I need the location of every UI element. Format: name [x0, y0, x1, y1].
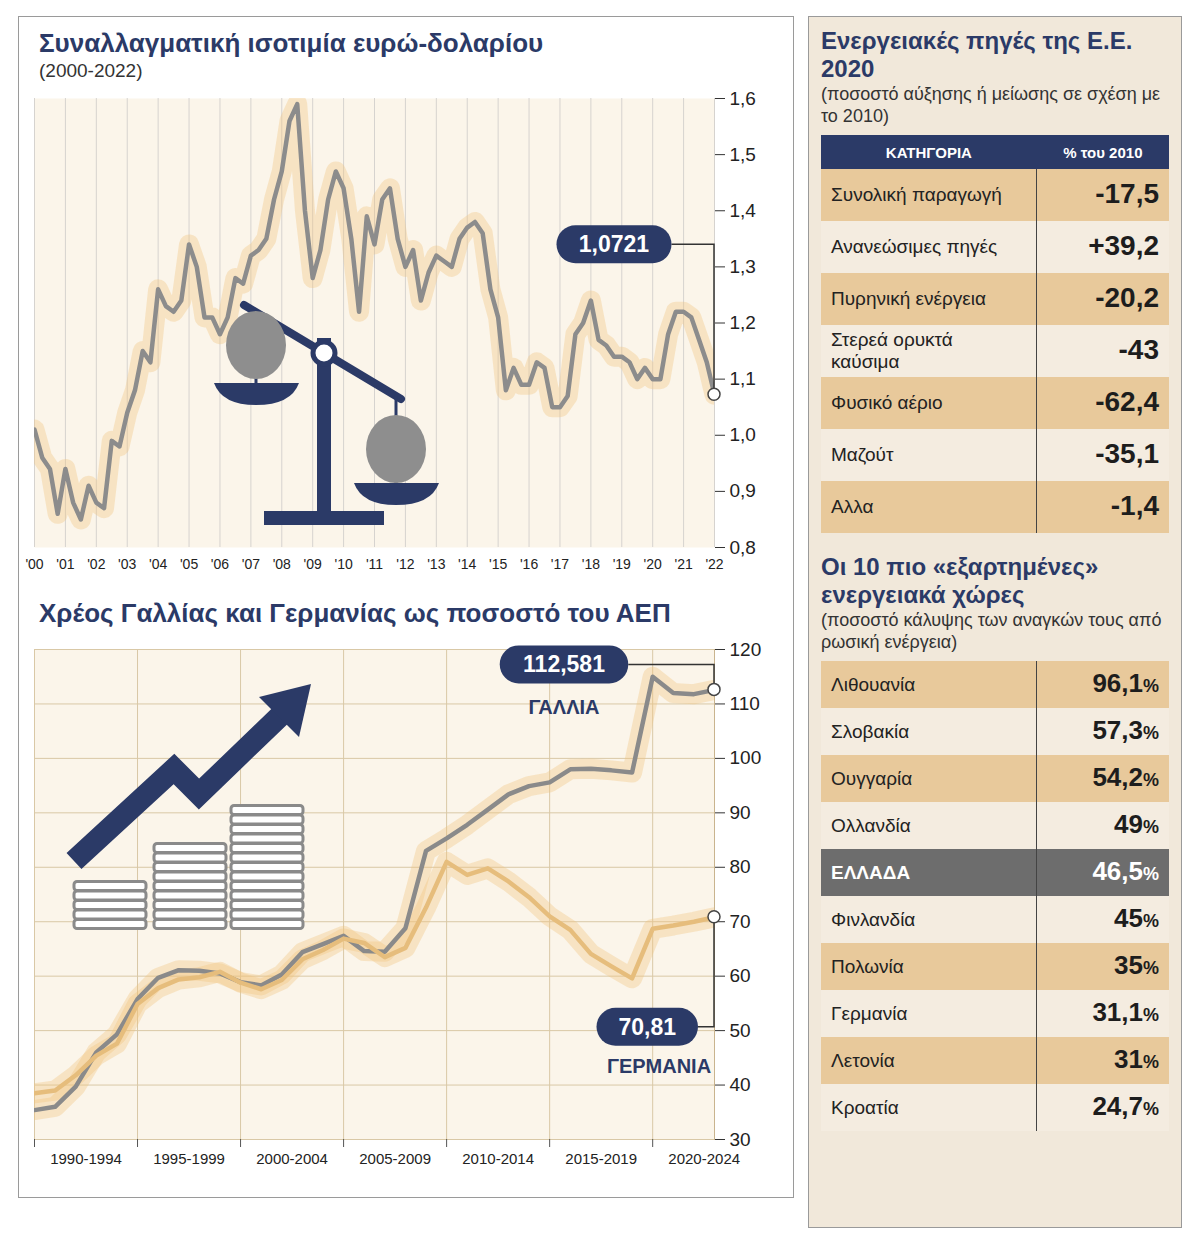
html-text:-20,2: -20,2	[1095, 281, 1159, 313]
svg-text:1995-1999: 1995-1999	[153, 1150, 225, 1167]
svg-text:2000-2004: 2000-2004	[256, 1150, 328, 1167]
svg-text:1,0721: 1,0721	[579, 231, 650, 257]
svg-text:1,3: 1,3	[730, 256, 756, 277]
html-text:31,1%: 31,1%	[1092, 997, 1159, 1027]
svg-text:2015-2019: 2015-2019	[565, 1150, 637, 1167]
html-text:-35,1: -35,1	[1095, 437, 1159, 469]
svg-text:'08: '08	[273, 556, 291, 572]
html-text:Λετονία: Λετονία	[831, 1049, 895, 1071]
svg-text:'04: '04	[149, 556, 167, 572]
svg-text:'13: '13	[427, 556, 445, 572]
svg-text:'19: '19	[613, 556, 631, 572]
html-text:Φινλανδία: Φινλανδία	[831, 908, 916, 930]
svg-text:120: 120	[730, 639, 762, 660]
html-text:(ποσοστό αύξησης ή μείωσης σε: (ποσοστό αύξησης ή μείωσης σε σχέση με τ…	[821, 84, 1161, 126]
html-text:Αλλα: Αλλα	[831, 496, 874, 517]
html-text:Στερεά ορυκτά καύσιμα: Στερεά ορυκτά καύσιμα	[831, 329, 953, 372]
html-text:Χρέος Γαλλίας και Γερμανίας ως: Χρέος Γαλλίας και Γερμανίας ως ποσοστό τ…	[39, 598, 671, 628]
svg-text:'22: '22	[705, 556, 723, 572]
html-text:57,3%: 57,3%	[1092, 715, 1159, 745]
svg-text:'01: '01	[56, 556, 74, 572]
svg-text:1,5: 1,5	[730, 144, 756, 165]
svg-text:'03: '03	[118, 556, 136, 572]
html-text:Ολλανδία: Ολλανδία	[831, 814, 911, 836]
svg-text:30: 30	[730, 1129, 751, 1150]
svg-text:90: 90	[730, 802, 751, 823]
html-text:-17,5: -17,5	[1095, 177, 1159, 209]
svg-text:70,81: 70,81	[618, 1014, 676, 1040]
html-text:Συναλλαγματική ισοτιμία ευρώ-δ: Συναλλαγματική ισοτιμία ευρώ-δολαρίου	[39, 28, 544, 58]
html-text:-43: -43	[1118, 333, 1159, 365]
svg-text:'09: '09	[304, 556, 322, 572]
svg-text:70: 70	[730, 911, 751, 932]
svg-text:'00: '00	[25, 556, 43, 572]
svg-text:1,6: 1,6	[730, 88, 756, 109]
svg-text:1,4: 1,4	[730, 200, 757, 221]
html-text:Λιθουανία: Λιθουανία	[831, 673, 916, 695]
html-text:Συνολική παραγωγή: Συνολική παραγωγή	[831, 184, 1002, 205]
svg-text:2005-2009: 2005-2009	[359, 1150, 431, 1167]
html-text:Πυρηνική ενέργεια: Πυρηνική ενέργεια	[831, 288, 986, 309]
svg-text:80: 80	[730, 856, 751, 877]
svg-text:'12: '12	[396, 556, 414, 572]
svg-text:ΓΑΛΛΙΑ: ΓΑΛΛΙΑ	[529, 696, 600, 718]
html-text:ΕΛΛΑΔΑ: ΕΛΛΑΔΑ	[831, 861, 911, 883]
html-text:46,5%: 46,5%	[1092, 856, 1159, 886]
html-text:Ουγγαρία: Ουγγαρία	[831, 767, 913, 789]
html-text:Οι 10 πιο «εξαρτημένες» ενεργε: Οι 10 πιο «εξαρτημένες» ενεργειακά χώρες	[821, 553, 1099, 608]
html-text:-1,4: -1,4	[1110, 489, 1159, 521]
html-text:(2000-2022): (2000-2022)	[39, 60, 143, 81]
svg-text:100: 100	[730, 747, 762, 768]
svg-text:1990-1994: 1990-1994	[50, 1150, 122, 1167]
html-text:% του 2010: % του 2010	[1063, 143, 1143, 161]
svg-text:'17: '17	[551, 556, 569, 572]
svg-text:50: 50	[730, 1020, 751, 1041]
html-text:96,1%: 96,1%	[1092, 668, 1159, 698]
html-text:Σλοβακία: Σλοβακία	[831, 720, 910, 742]
svg-text:'18: '18	[582, 556, 600, 572]
svg-text:'02: '02	[87, 556, 105, 572]
svg-text:'05: '05	[180, 556, 198, 572]
html-text:ΚΑΤΗΓΟΡΙΑ: ΚΑΤΗΓΟΡΙΑ	[885, 143, 972, 161]
html-text:Κροατία: Κροατία	[831, 1096, 899, 1118]
html-text:49%: 49%	[1114, 809, 1159, 839]
svg-text:0,8: 0,8	[730, 537, 756, 558]
svg-text:'16: '16	[520, 556, 538, 572]
html-text:45%: 45%	[1114, 903, 1159, 933]
svg-text:1,2: 1,2	[730, 312, 756, 333]
svg-text:'10: '10	[334, 556, 352, 572]
svg-text:'14: '14	[458, 556, 476, 572]
html-text:24,7%: 24,7%	[1092, 1091, 1159, 1121]
svg-text:ΓΕΡΜΑΝΙΑ: ΓΕΡΜΑΝΙΑ	[607, 1055, 711, 1077]
svg-text:'11: '11	[366, 556, 383, 572]
svg-text:'21: '21	[674, 556, 692, 572]
svg-text:1,1: 1,1	[730, 368, 756, 389]
svg-text:60: 60	[730, 965, 751, 986]
svg-text:'15: '15	[489, 556, 507, 572]
svg-text:'06: '06	[211, 556, 229, 572]
html-text:35%: 35%	[1114, 950, 1159, 980]
html-text:Γερμανία: Γερμανία	[831, 1002, 908, 1024]
html-text:Ενεργειακές πηγές της Ε.Ε. 202: Ενεργειακές πηγές της Ε.Ε. 2020	[821, 27, 1133, 82]
svg-text:'07: '07	[242, 556, 260, 572]
html-text:-62,4: -62,4	[1095, 385, 1159, 417]
svg-text:1,0: 1,0	[730, 424, 756, 445]
html-text:Ανανεώσιμες πηγές: Ανανεώσιμες πηγές	[831, 236, 998, 257]
html-text:+39,2: +39,2	[1088, 229, 1159, 261]
svg-text:0,9: 0,9	[730, 480, 756, 501]
svg-text:40: 40	[730, 1074, 751, 1095]
html-text:54,2%: 54,2%	[1092, 762, 1159, 792]
html-text:Φυσικό αέριο: Φυσικό αέριο	[831, 392, 943, 413]
svg-text:110: 110	[730, 693, 760, 714]
svg-text:112,581: 112,581	[523, 651, 605, 677]
html-text:Μαζούτ: Μαζούτ	[831, 444, 894, 465]
html-text:Πολωνία: Πολωνία	[831, 955, 904, 977]
svg-text:'20: '20	[644, 556, 662, 572]
html-text:31%: 31%	[1114, 1044, 1159, 1074]
svg-text:2010-2014: 2010-2014	[462, 1150, 534, 1167]
svg-text:2020-2024: 2020-2024	[668, 1150, 740, 1167]
html-text:(ποσοστό κάλυψης των αναγκών τ: (ποσοστό κάλυψης των αναγκών τους από ρω…	[821, 610, 1162, 652]
